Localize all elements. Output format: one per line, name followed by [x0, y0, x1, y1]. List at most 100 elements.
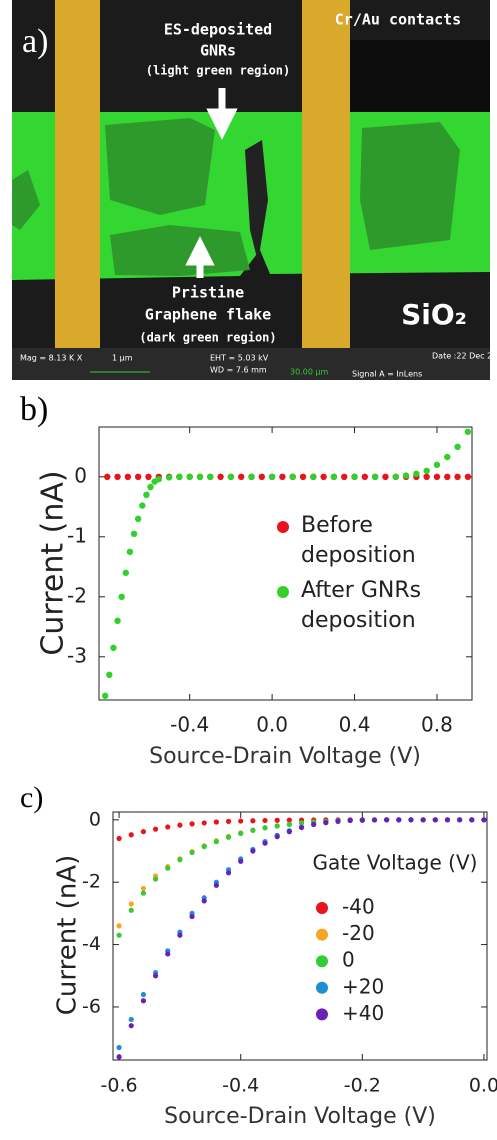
data-point	[335, 818, 341, 824]
data-point	[143, 491, 150, 498]
data-point	[104, 473, 111, 480]
data-point	[118, 593, 125, 600]
data-point	[128, 1016, 134, 1023]
arrow	[206, 88, 238, 140]
data-point	[262, 817, 268, 824]
panel-label: a)	[22, 23, 48, 60]
legend-marker	[277, 586, 289, 598]
data-point	[402, 472, 410, 479]
data-point	[201, 820, 207, 826]
data-point	[432, 817, 438, 823]
data-point	[177, 932, 183, 938]
data-point	[165, 865, 171, 871]
y-tick-label: -4	[82, 933, 101, 955]
data-point	[311, 821, 317, 828]
data-point	[420, 817, 426, 823]
data-point	[320, 473, 327, 480]
y-axis-label: Current (nA)	[53, 855, 83, 1015]
contact	[55, 0, 100, 348]
annotation: GNRs	[200, 42, 236, 60]
data-point	[128, 907, 134, 913]
data-point	[341, 473, 348, 480]
data-point	[299, 473, 307, 480]
dark-region	[350, 40, 490, 112]
x-tick-label: -0.4	[170, 713, 209, 737]
sem-image	[12, 0, 490, 380]
data-point	[114, 617, 121, 624]
flake-region	[12, 170, 40, 230]
data-point	[147, 483, 154, 491]
data-point	[433, 461, 441, 468]
data-point	[124, 473, 132, 480]
data-point	[128, 832, 134, 838]
data-point	[286, 821, 292, 828]
substrate-label: SiO₂	[401, 298, 467, 331]
data-point	[114, 473, 121, 480]
data-point	[213, 819, 219, 825]
arrow	[185, 236, 215, 278]
annotation: Graphene flake	[145, 306, 271, 324]
data-point	[274, 823, 280, 829]
x-axis-label: Source-Drain Voltage (V)	[149, 744, 421, 769]
contact	[302, 0, 350, 348]
data-point	[176, 473, 183, 480]
data-point	[286, 817, 292, 823]
data-point	[155, 476, 162, 483]
data-point	[286, 829, 292, 835]
x-axis-label: Source-Drain Voltage (V)	[164, 1104, 436, 1129]
annotation-note: (dark green region)	[139, 331, 276, 345]
data-point	[101, 692, 109, 699]
data-point	[134, 515, 142, 522]
data-point	[201, 898, 207, 904]
data-point	[274, 834, 280, 840]
data-point	[134, 473, 142, 480]
x-tick-label: -0.2	[344, 1075, 381, 1097]
data-point	[122, 569, 129, 576]
info-text: Date :22 Dec 201	[432, 352, 497, 361]
info-text: WD = 7.6 mm	[210, 366, 267, 375]
data-point	[186, 473, 193, 480]
data-point	[126, 548, 134, 555]
annotation-note: (light green region)	[146, 64, 291, 78]
data-point	[469, 817, 475, 823]
data-point	[444, 453, 451, 461]
data-point	[413, 470, 420, 477]
data-point	[248, 473, 255, 480]
data-point	[145, 473, 152, 480]
data-point	[323, 820, 329, 826]
data-point	[106, 671, 113, 678]
data-point	[130, 530, 138, 537]
legend-marker	[316, 902, 328, 914]
data-point	[330, 473, 338, 480]
data-point	[116, 932, 122, 938]
data-point	[116, 1054, 122, 1060]
data-point	[238, 830, 244, 837]
data-point	[423, 473, 430, 480]
data-point	[196, 473, 204, 480]
data-point	[382, 473, 389, 480]
data-point	[258, 473, 266, 480]
data-point	[140, 885, 147, 892]
y-tick-label: -1	[67, 523, 87, 547]
x-tick-label: -0.6	[101, 1075, 138, 1097]
legend-title: Gate Voltage (V)	[313, 851, 478, 875]
data-point	[237, 473, 245, 480]
data-point	[289, 473, 296, 480]
data-point	[359, 817, 365, 823]
data-point	[250, 818, 256, 824]
plot-frame	[98, 426, 473, 701]
data-point	[128, 901, 134, 907]
legend-label: +40	[342, 1001, 384, 1025]
data-point	[227, 473, 235, 480]
data-point	[139, 502, 146, 509]
data-point	[298, 824, 305, 831]
data-point	[371, 473, 379, 480]
x-tick-label: 0.0	[469, 1075, 497, 1097]
legend-entry: Before deposition	[301, 513, 416, 568]
y-tick-label: -2	[67, 583, 87, 607]
y-axis-label: Current (nA)	[36, 470, 71, 655]
data-point	[116, 923, 122, 929]
data-point	[361, 473, 369, 480]
